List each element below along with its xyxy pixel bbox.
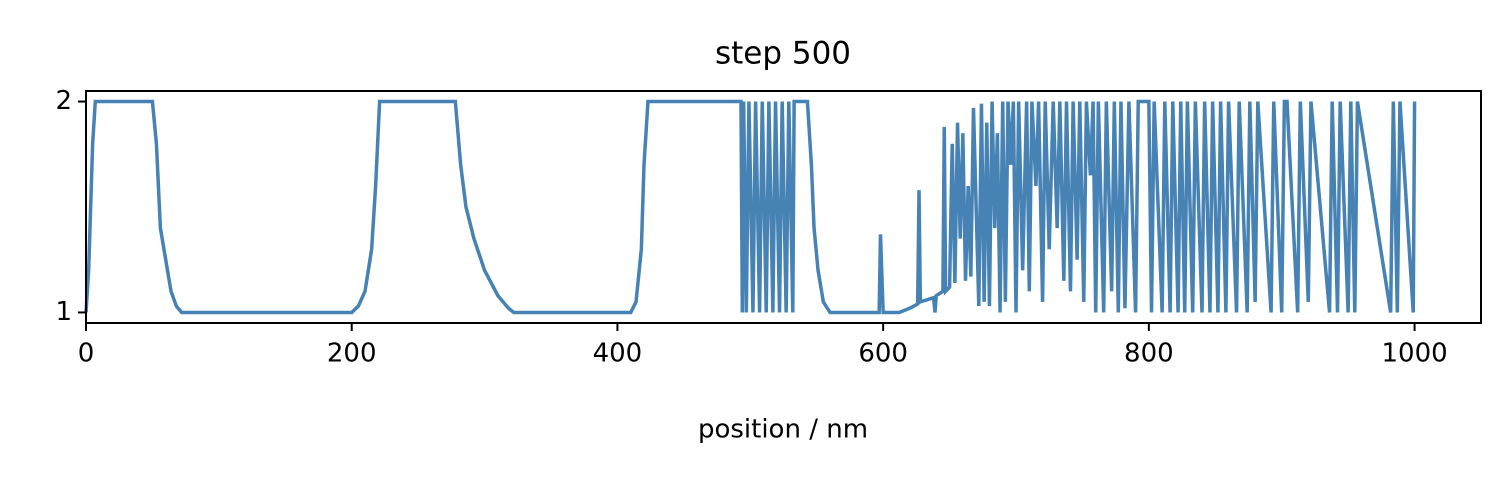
y-tick-label: 2 [55, 86, 72, 116]
y-tick-label: 1 [55, 297, 72, 327]
data-line [84, 99, 1417, 315]
x-tick-label: 800 [1124, 339, 1174, 369]
x-axis-label: position / nm [698, 415, 868, 445]
x-tick-label: 400 [593, 339, 643, 369]
chart-title: step 500 [715, 36, 851, 72]
x-tick-label: 600 [858, 339, 908, 369]
x-tick-label: 200 [327, 339, 377, 369]
x-tick-label: 1000 [1381, 339, 1447, 369]
x-tick-label: 0 [78, 339, 95, 369]
plot-frame [85, 90, 1482, 324]
